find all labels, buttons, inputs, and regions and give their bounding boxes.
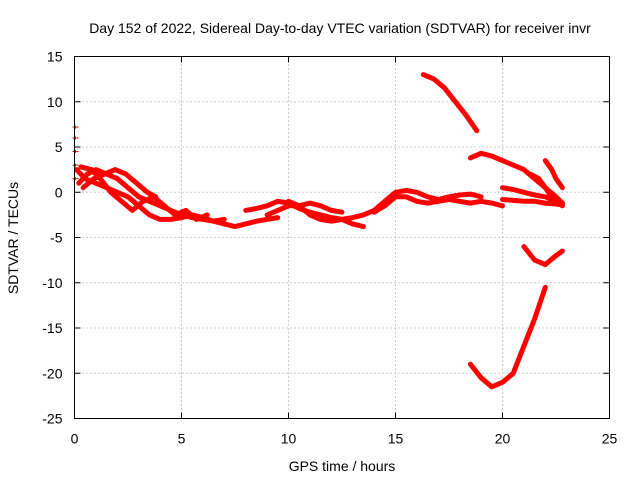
y-tick-label: -20 [42,365,62,381]
x-tick-label: 25 [602,431,618,447]
y-tick-label: -10 [42,275,62,291]
x-tick-label: 15 [388,431,404,447]
y-tick-label: -25 [42,411,62,427]
y-tick-label: 10 [47,94,63,110]
y-axis-label: SDTVAR / TECUs [5,182,21,294]
series-arc-4 [80,167,159,200]
series-arc-3 [78,164,210,222]
y-tick-label: -5 [50,230,63,246]
series-arc-6 [264,200,345,218]
series-arc-15 [521,244,565,268]
x-tick-label: 0 [71,431,79,447]
x-tick-label: 10 [281,431,297,447]
series-arc-12 [500,197,565,208]
y-tick-label: -15 [42,320,62,336]
series-arc-16 [467,284,548,390]
chart-title: Day 152 of 2022, Sidereal Day-to-day VTE… [89,20,591,36]
series-layer [74,72,565,390]
y-tick-label: 0 [55,184,63,200]
series-arc-14 [542,158,565,191]
tick-layer: 0 5 10 15 20 25 -25 -20 -15 -10 -5 0 5 10 15 [42,49,617,447]
y-tick-label: 5 [55,139,63,155]
x-axis-label: GPS time / hours [289,458,396,474]
x-tick-label: 5 [178,431,186,447]
series-arc-8 [371,194,505,215]
grid-layer [74,56,610,419]
series-arc-1 [74,167,281,230]
y-tick-label: 15 [47,49,63,65]
series-arc-9 [420,72,480,134]
x-tick-label: 20 [495,431,511,447]
series-arc-13 [527,171,565,206]
series-arc-7 [286,187,484,224]
error-bar-layer [72,125,79,181]
plot-frame [74,56,610,419]
